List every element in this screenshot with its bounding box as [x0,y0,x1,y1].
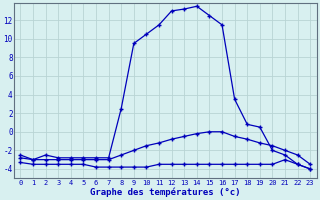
X-axis label: Graphe des températures (°c): Graphe des températures (°c) [90,187,241,197]
